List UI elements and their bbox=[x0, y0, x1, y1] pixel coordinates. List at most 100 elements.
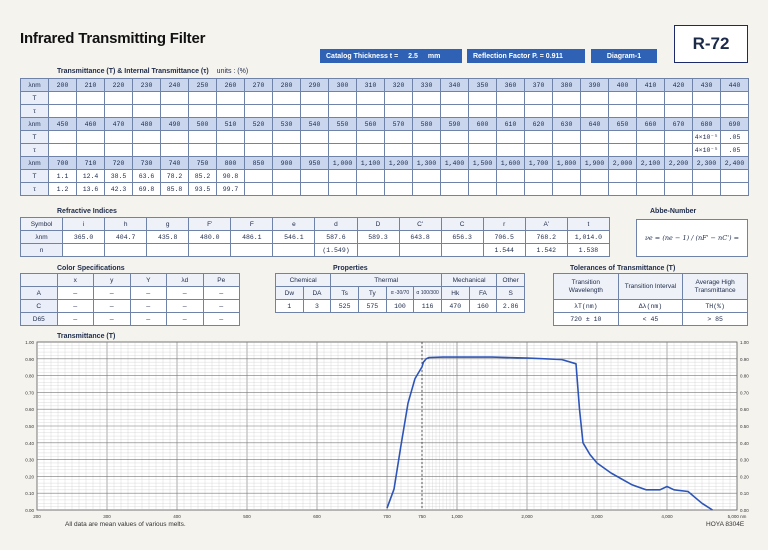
properties-section-title: Properties bbox=[333, 265, 368, 272]
wavelength-cell: 690 bbox=[720, 117, 749, 131]
refractive-index-cell bbox=[62, 243, 106, 257]
color-row: C — — — — — bbox=[20, 299, 240, 313]
wavelength-label: λnm bbox=[20, 117, 49, 131]
internal-transmittance-cell bbox=[608, 104, 637, 118]
wavelength-cell: 580 bbox=[412, 117, 441, 131]
refractive-index-cell: (1.549) bbox=[314, 243, 358, 257]
properties-header-cell: S bbox=[496, 286, 525, 300]
wavelength-label: λnm bbox=[20, 156, 49, 170]
transmittance-title-text: Transmittance (T) & Internal Transmittan… bbox=[57, 68, 209, 75]
internal-transmittance-cell bbox=[76, 104, 105, 118]
tolerances-section-title: Tolerances of Transmittance (T) bbox=[570, 265, 676, 272]
color-cell: — bbox=[56, 286, 94, 300]
wavelength-cell: 490 bbox=[160, 117, 189, 131]
refractive-header-cell: r bbox=[482, 217, 526, 231]
wavelength-cell: 630 bbox=[552, 117, 581, 131]
transmittance-cell bbox=[160, 130, 189, 144]
transmittance-cell bbox=[412, 130, 441, 144]
y-tick-label-left: 0.50 bbox=[25, 424, 34, 429]
refractive-header-cell: d bbox=[314, 217, 358, 231]
x-tick-label: 600 bbox=[313, 514, 321, 519]
refractive-header-cell: t bbox=[566, 217, 611, 231]
internal-transmittance-cell bbox=[720, 104, 749, 118]
transmittance-cell: 85.2 bbox=[188, 169, 217, 183]
transmittance-cell: .05 bbox=[720, 130, 749, 144]
y-tick-label-left: 0.00 bbox=[25, 508, 34, 513]
refractive-header-cell: h bbox=[104, 217, 148, 231]
wavelength-cell: 1,500 bbox=[468, 156, 497, 170]
transmittance-cell bbox=[272, 169, 301, 183]
transmittance-cell: 63.6 bbox=[132, 169, 161, 183]
refractive-index-cell bbox=[230, 243, 274, 257]
tolerances-header-cell: Transition Interval bbox=[617, 273, 684, 300]
transmittance-cell bbox=[244, 91, 273, 105]
wavelength-cell: 360 bbox=[496, 78, 525, 92]
y-tick-label-left: 0.40 bbox=[25, 441, 34, 446]
color-illuminant-label: D65 bbox=[20, 312, 58, 326]
catalog-thickness-value: 2.5 bbox=[408, 52, 418, 60]
series-line bbox=[386, 356, 713, 511]
refractive-wavelength-label: λnm bbox=[19, 230, 64, 244]
refractive-wavelength-cell: 365.0 bbox=[62, 230, 106, 244]
transmittance-cell bbox=[300, 130, 329, 144]
transmittance-cell bbox=[440, 91, 469, 105]
internal-transmittance-cell bbox=[496, 143, 525, 157]
abbe-section-title: Abbe-Number bbox=[650, 208, 697, 215]
wavelength-cell: 800 bbox=[216, 156, 245, 170]
wavelength-cell: 730 bbox=[132, 156, 161, 170]
tolerances-unit-cell: Δλ(nm) bbox=[617, 299, 684, 313]
internal-transmittance-cell bbox=[328, 104, 357, 118]
refractive-wavelength-cell: 404.7 bbox=[104, 230, 148, 244]
properties-value-cell: 575 bbox=[357, 299, 387, 313]
y-tick-label-right: 0.20 bbox=[740, 474, 749, 479]
wavelength-cell: 380 bbox=[552, 78, 581, 92]
transmittance-cell bbox=[272, 130, 301, 144]
refractive-wavelength-row: λnm 365.0 404.7 435.8 480.0 486.1 546.1 587.6 58… bbox=[19, 230, 611, 244]
wavelength-cell: 1,100 bbox=[356, 156, 385, 170]
x-tick-label: 200 bbox=[33, 514, 41, 519]
refractive-header-cell: C bbox=[440, 217, 484, 231]
transmittance-cell bbox=[328, 169, 357, 183]
transmittance-cell bbox=[132, 91, 161, 105]
refractive-wavelength-cell: 435.8 bbox=[146, 230, 190, 244]
transmittance-cell bbox=[356, 169, 385, 183]
refractive-header-cell: i bbox=[62, 217, 106, 231]
transmittance-cell: 38.5 bbox=[104, 169, 133, 183]
properties-group-cell: Other bbox=[496, 273, 525, 287]
wavelength-cell: 300 bbox=[328, 78, 357, 92]
y-tick-label-right: 0.00 bbox=[740, 508, 749, 513]
wavelength-cell: 720 bbox=[104, 156, 133, 170]
wavelength-cell: 1,700 bbox=[524, 156, 553, 170]
internal-transmittance-cell bbox=[440, 143, 469, 157]
transmittance-cell: 90.8 bbox=[216, 169, 245, 183]
tolerances-value-cell: 720 ± 10 bbox=[553, 312, 619, 326]
chart-title: Transmittance (T) bbox=[57, 333, 116, 340]
internal-transmittance-cell bbox=[468, 182, 497, 196]
catalog-thickness-unit: mm bbox=[427, 52, 441, 60]
transmittance-cell bbox=[188, 130, 217, 144]
wavelength-cell: 620 bbox=[524, 117, 553, 131]
y-tick-label-right: 1.00 bbox=[740, 340, 749, 345]
diagram-badge: Diagram-1 bbox=[591, 49, 657, 63]
internal-transmittance-cell bbox=[664, 143, 693, 157]
transmittance-cell bbox=[580, 91, 609, 105]
internal-transmittance-cell bbox=[328, 143, 357, 157]
properties-table: Chemical Thermal Mechanical Other Dw DA Ts Ty α … bbox=[274, 273, 525, 313]
refractive-header-cell: C' bbox=[398, 217, 442, 231]
internal-transmittance-cell bbox=[188, 104, 217, 118]
transmittance-cell bbox=[496, 130, 525, 144]
tolerances-value-cell: < 45 bbox=[617, 312, 684, 326]
properties-header-cell: Ty bbox=[357, 286, 387, 300]
color-header-cell: x bbox=[56, 273, 94, 287]
transmittance-cell bbox=[720, 91, 749, 105]
y-tick-label-right: 0.80 bbox=[740, 374, 749, 379]
transmittance-cell bbox=[552, 130, 581, 144]
transmittance-cell bbox=[48, 91, 77, 105]
wavelength-cell: 1,800 bbox=[552, 156, 581, 170]
wavelength-cell: 540 bbox=[300, 117, 329, 131]
properties-group-cell: Chemical bbox=[274, 273, 332, 287]
x-tick-label: 4,000 bbox=[661, 514, 673, 519]
footer-code: HOYA 8304E bbox=[706, 521, 745, 528]
